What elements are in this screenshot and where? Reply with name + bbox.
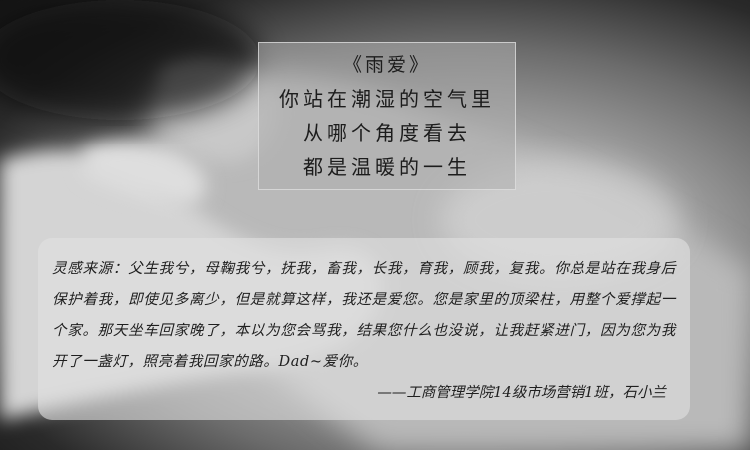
poem-line-1: 你站在潮湿的空气里 bbox=[279, 87, 495, 111]
poem-box: 《雨爱》 你站在潮湿的空气里 从哪个角度看去 都是温暖的一生 bbox=[258, 42, 516, 190]
dark-shadow bbox=[0, 0, 260, 120]
poem-title: 《雨爱》 bbox=[342, 54, 431, 76]
poem-line-3: 都是温暖的一生 bbox=[303, 155, 471, 179]
author-signature: ——工商管理学院14级市场营销1班，石小兰 bbox=[377, 385, 666, 401]
inspiration-text: 灵感来源：父生我兮，母鞠我兮，抚我，畜我，长我，育我，顾我，复我。你总是站在我身… bbox=[52, 261, 676, 370]
inspiration-note-box: 灵感来源：父生我兮，母鞠我兮，抚我，畜我，长我，育我，顾我，复我。你总是站在我身… bbox=[38, 238, 690, 420]
poem-line-2: 从哪个角度看去 bbox=[303, 121, 471, 145]
baby-finger-shape bbox=[80, 139, 206, 206]
